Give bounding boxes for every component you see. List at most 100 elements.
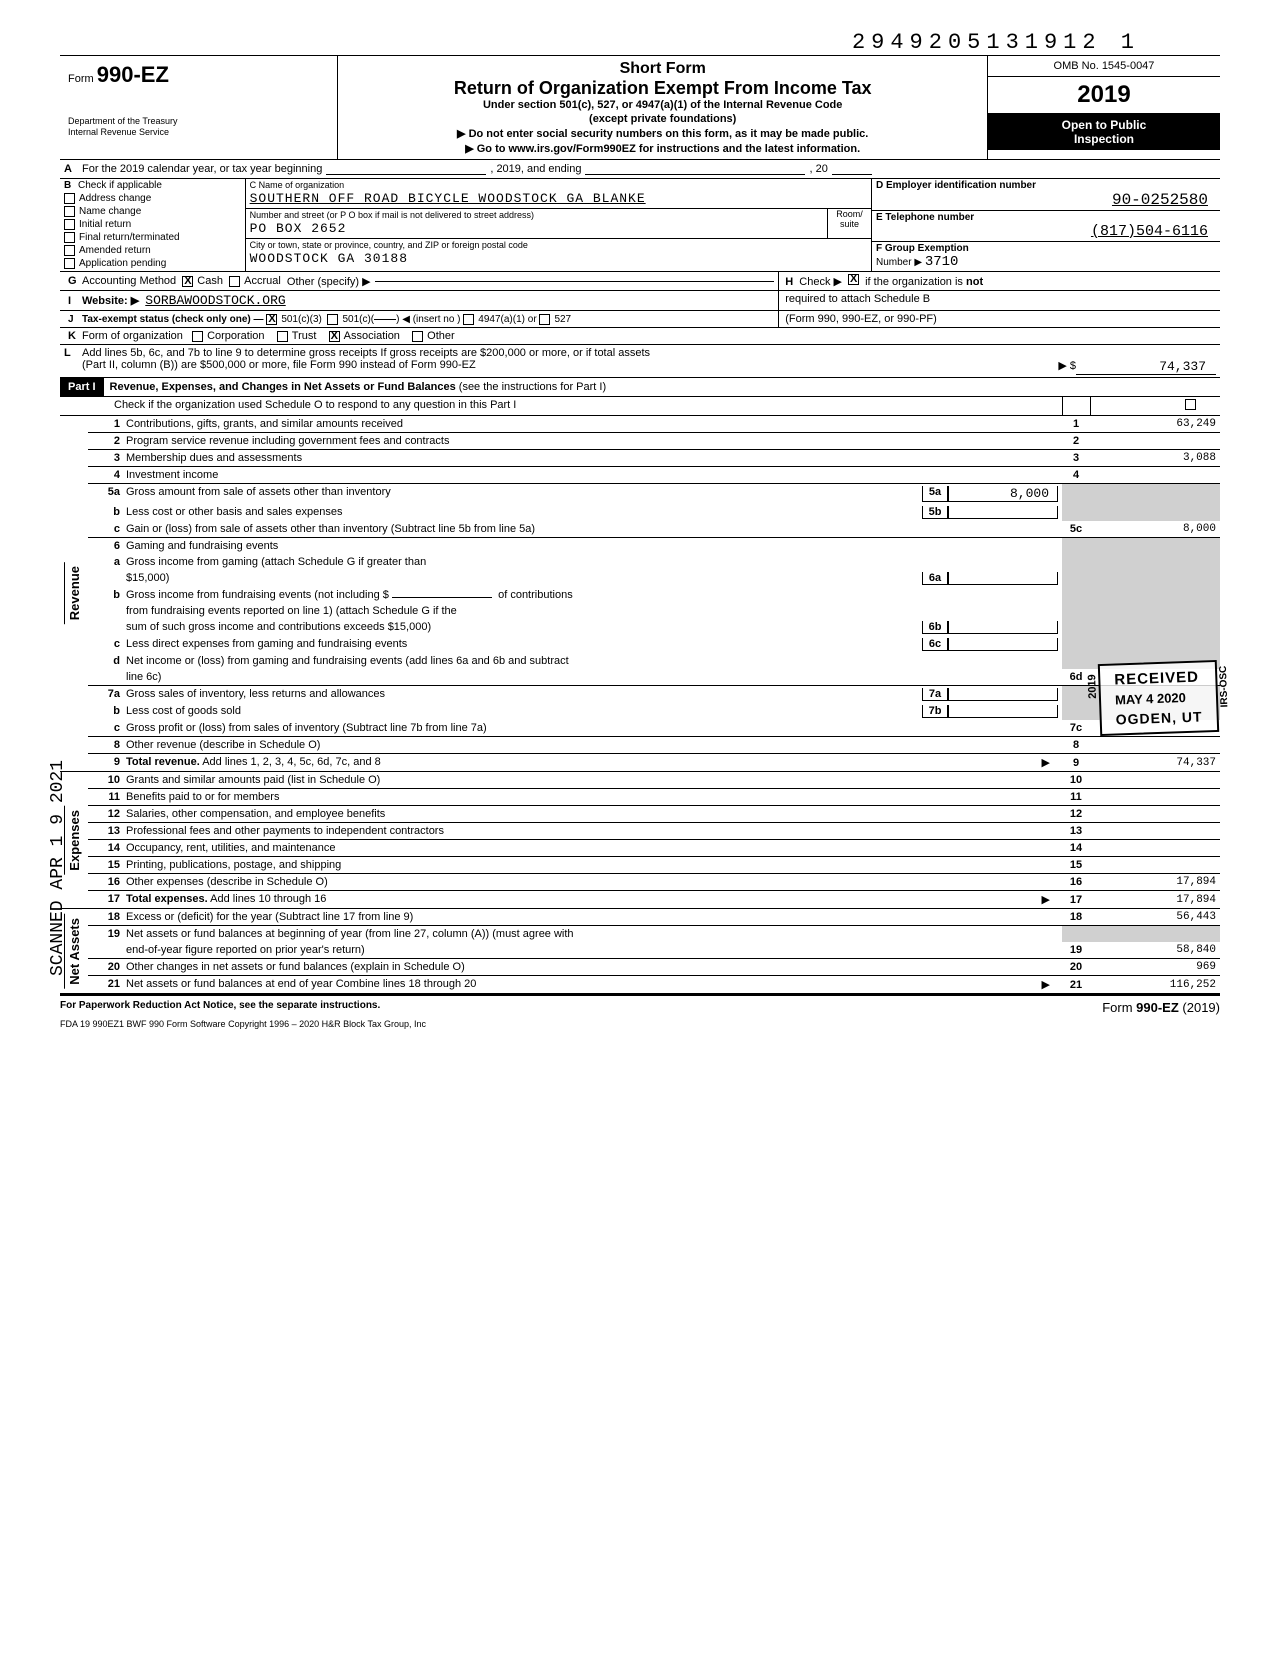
l7c-d: Gross profit or (loss) from sales of inv… xyxy=(126,722,1058,734)
chk-assoc[interactable] xyxy=(329,331,340,342)
dept-irs: Internal Revenue Service xyxy=(68,127,329,138)
d-lbl: D Employer identification number xyxy=(876,180,1036,191)
l18-d: Excess or (deficit) for the year (Subtra… xyxy=(126,911,1058,923)
f-lbl: F Group Exemption xyxy=(876,243,969,254)
open-public-2: Inspection xyxy=(992,132,1216,146)
b-addr: Address change xyxy=(79,193,151,204)
l6b-d2: of contributions xyxy=(498,589,573,601)
part-i-check: Check if the organization used Schedule … xyxy=(114,399,516,411)
l5b-v xyxy=(948,506,1058,519)
l9-v: 74,337 xyxy=(1090,754,1220,772)
l19-d2: end-of-year figure reported on prior yea… xyxy=(126,944,1058,956)
chk-address-change[interactable] xyxy=(64,193,75,204)
chk-corp[interactable] xyxy=(192,331,203,342)
chk-app-pending[interactable] xyxy=(64,258,75,269)
l2-v xyxy=(1090,433,1220,450)
form-goto: Go to www.irs.gov/Form990EZ for instruct… xyxy=(346,142,979,155)
chk-other-org[interactable] xyxy=(412,331,423,342)
form-header: Form 990-EZ Department of the Treasury I… xyxy=(60,55,1220,160)
l21-v: 116,252 xyxy=(1090,976,1220,994)
l11-d: Benefits paid to or for members xyxy=(126,791,1058,803)
chk-amended[interactable] xyxy=(64,245,75,256)
chk-no-schedule-b[interactable] xyxy=(848,274,859,285)
org-address: PO BOX 2652 xyxy=(246,221,827,238)
h-t3: required to attach Schedule B xyxy=(785,293,930,305)
k-assoc: Association xyxy=(344,330,400,342)
gross-receipts: 74,337 xyxy=(1076,359,1216,375)
l21-d: Net assets or fund balances at end of ye… xyxy=(126,978,476,990)
chk-501c[interactable] xyxy=(327,314,338,325)
room-lbl: Room/ suite xyxy=(827,209,871,238)
l7b-d: Less cost of goods sold xyxy=(126,705,922,718)
chk-527[interactable] xyxy=(539,314,550,325)
l13-d: Professional fees and other payments to … xyxy=(126,825,1058,837)
form-prefix: Form xyxy=(68,73,94,85)
stamp-date: MAY 4 2020 xyxy=(1115,689,1202,707)
f-lbl2: Number ▶ xyxy=(876,257,922,268)
stamp-received: RECEIVED xyxy=(1114,669,1201,689)
l8-d: Other revenue (describe in Schedule O) xyxy=(126,739,1058,751)
l7a-d: Gross sales of inventory, less returns a… xyxy=(126,688,922,701)
chk-4947[interactable] xyxy=(463,314,474,325)
b-hdr: Check if applicable xyxy=(78,180,162,191)
l3-v: 3,088 xyxy=(1090,450,1220,467)
chk-cash[interactable] xyxy=(182,276,193,287)
chk-trust[interactable] xyxy=(277,331,288,342)
e-lbl: E Telephone number xyxy=(876,212,974,223)
k-trust: Trust xyxy=(292,330,317,342)
l7a-v xyxy=(948,688,1058,701)
l20-d: Other changes in net assets or fund bala… xyxy=(126,961,1058,973)
l5b-d: Less cost or other basis and sales expen… xyxy=(126,506,922,519)
dln: 2949205131912 1 xyxy=(60,30,1220,55)
side-net-assets: Net Assets xyxy=(64,914,84,989)
j-lbl: Tax-exempt status (check only one) — xyxy=(82,314,264,325)
chk-schedule-o-part-i[interactable] xyxy=(1185,399,1196,410)
l17-d: Total expenses. xyxy=(126,893,208,905)
part-i-header: Part I Revenue, Expenses, and Changes in… xyxy=(60,377,1220,397)
j-c: 501(c)( xyxy=(342,314,374,325)
chk-initial[interactable] xyxy=(64,219,75,230)
g-accr: Accrual xyxy=(244,275,281,287)
l10-d: Grants and similar amounts paid (list in… xyxy=(126,774,1058,786)
part-i-bar: Part I xyxy=(60,378,104,396)
part-i-paren: (see the instructions for Part I) xyxy=(459,381,606,393)
l17-v: 17,894 xyxy=(1090,891,1220,909)
b-init: Initial return xyxy=(79,219,131,230)
chk-final[interactable] xyxy=(64,232,75,243)
chk-501c3[interactable] xyxy=(266,314,277,325)
line-l: LAdd lines 5b, 6c, and 7b to line 9 to d… xyxy=(60,345,1220,377)
l11-v xyxy=(1090,789,1220,806)
l6d-d1: Net income or (loss) from gaming and fun… xyxy=(126,655,1058,667)
form-title: Return of Organization Exempt From Incom… xyxy=(346,78,979,99)
group-exemption: 3710 xyxy=(925,254,959,270)
paperwork-notice: For Paperwork Reduction Act Notice, see … xyxy=(60,1000,380,1015)
g-lbl: Accounting Method xyxy=(82,275,176,287)
l16-d: Other expenses (describe in Schedule O) xyxy=(126,876,1058,888)
l5c-v: 8,000 xyxy=(1090,521,1220,538)
short-form: Short Form xyxy=(346,60,979,78)
l6a-d1: Gross income from gaming (attach Schedul… xyxy=(126,556,1058,568)
l6a-d2: $15,000) xyxy=(126,572,922,585)
form-sub2: (except private foundations) xyxy=(346,113,979,125)
l18-v: 56,443 xyxy=(1090,909,1220,926)
h-t4: (Form 990, 990-EZ, or 990-PF) xyxy=(785,313,937,325)
l15-d: Printing, publications, postage, and shi… xyxy=(126,859,1058,871)
side-expenses: Expenses xyxy=(64,806,84,875)
l19-v: 58,840 xyxy=(1090,942,1220,959)
b-name: Name change xyxy=(79,206,141,217)
j-c3: 501(c)(3) xyxy=(281,314,322,325)
chk-name-change[interactable] xyxy=(64,206,75,217)
part-i-title: Revenue, Expenses, and Changes in Net As… xyxy=(110,381,456,393)
l14-v xyxy=(1090,840,1220,857)
l17-d2: Add lines 10 through 16 xyxy=(210,893,326,905)
l-2: (Part II, column (B)) are $500,000 or mo… xyxy=(82,359,476,375)
k-lbl: Form of organization xyxy=(82,330,183,342)
k-other: Other xyxy=(427,330,455,342)
chk-accrual[interactable] xyxy=(229,276,240,287)
l1-d: Contributions, gifts, grants, and simila… xyxy=(126,418,1058,430)
website: SORBAWOODSTOCK.ORG xyxy=(145,293,285,308)
l6a-v xyxy=(948,572,1058,585)
l6b-d4: sum of such gross income and contributio… xyxy=(126,621,922,634)
tax-year: 2019 xyxy=(988,77,1220,114)
l15-v xyxy=(1090,857,1220,874)
